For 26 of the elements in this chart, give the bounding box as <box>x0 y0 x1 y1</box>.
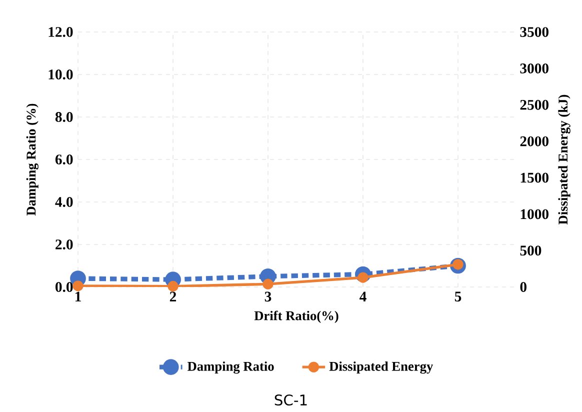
x-tick-label: 1 <box>76 292 81 302</box>
y2-tick-label: 1500 <box>520 172 548 183</box>
y-axis-title: Damping Ratio (%) <box>26 104 38 216</box>
y2-tick-label: 3500 <box>520 27 548 37</box>
y-tick-label: 6.0 <box>55 154 73 164</box>
x-tick-label: 4 <box>360 292 366 302</box>
x-axis-title: Drift Ratio(%) <box>254 310 338 323</box>
legend-label: Dissipated Energy <box>329 361 434 374</box>
x-tick-label: 2 <box>170 292 176 302</box>
legend-label: Damping Ratio <box>188 361 274 374</box>
y2-tick-label: 3000 <box>520 63 548 74</box>
y2-tick-label: 500 <box>520 246 542 256</box>
y2-axis-title: Dissipated Energy (kJ) <box>558 94 570 224</box>
y-tick-label: 10.0 <box>48 70 73 80</box>
y-tick-label: 4.0 <box>55 197 73 207</box>
y-tick-label: 0.0 <box>56 282 73 292</box>
x-tick-label: 5 <box>454 292 462 302</box>
y-tick-label: 12.0 <box>48 27 73 37</box>
x-tick-label: 3 <box>264 292 272 302</box>
y2-tick-label: 1000 <box>520 209 548 220</box>
text: SC-1 <box>274 394 307 406</box>
y2-tick-label: 0 <box>520 282 526 292</box>
y2-tick-label: 2500 <box>520 100 548 110</box>
y2-tick-label: 2000 <box>520 136 548 146</box>
y-tick-label: 2.0 <box>56 240 73 250</box>
y-tick-label: 8.0 <box>55 112 73 122</box>
